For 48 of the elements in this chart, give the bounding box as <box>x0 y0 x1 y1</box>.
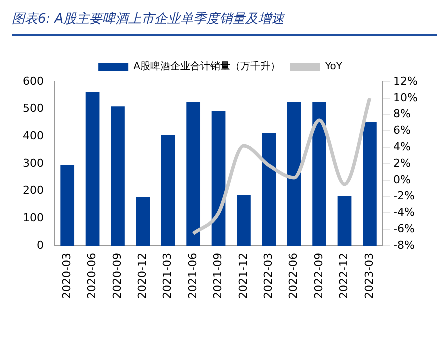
legend-label: A股啤酒企业合计销量（万千升） <box>134 60 280 73</box>
y-tick-label: 300 <box>22 156 44 170</box>
y2-tick-label: 0% <box>394 173 412 186</box>
y2-tick-label: -2% <box>394 190 415 203</box>
x-tick-label: 2022-09 <box>312 253 326 300</box>
bar <box>111 106 125 246</box>
bar <box>86 92 100 246</box>
x-tick-label: 2022-12 <box>338 253 351 300</box>
line-series <box>192 96 372 236</box>
x-tick-label: 2020-03 <box>60 253 74 300</box>
bar <box>212 112 226 246</box>
x-tick-label: 2022-06 <box>287 253 300 300</box>
y2-tick-label: 12% <box>394 74 418 88</box>
x-tick-label: 2020-09 <box>110 253 124 300</box>
bar <box>363 122 377 246</box>
legend-label: YoY <box>324 62 344 73</box>
y-tick-label: 0 <box>36 238 44 252</box>
bar <box>161 135 176 246</box>
x-tick-label: 2020-12 <box>136 253 150 300</box>
bar <box>312 102 326 246</box>
y-tick-label: 500 <box>22 102 44 116</box>
y2-tick-label: 8% <box>394 108 412 121</box>
y2-tick-label: -8% <box>394 238 415 252</box>
y2-tick-label: 2% <box>394 156 412 170</box>
x-tick-label: 2021-06 <box>186 253 200 300</box>
y-tick-label: 600 <box>22 74 44 88</box>
y-tick-label: 100 <box>22 212 44 225</box>
y2-tick-label: 6% <box>394 124 412 138</box>
y-tick-label: 400 <box>22 130 44 143</box>
x-tick-label: 2021-03 <box>161 253 174 300</box>
x-tick-label: 2020-06 <box>86 253 99 300</box>
x-tick-label: 2023-03 <box>362 253 376 300</box>
bar <box>186 102 201 246</box>
bar <box>60 165 75 246</box>
y2-tick-label: -6% <box>394 222 415 236</box>
bar <box>338 196 352 246</box>
y2-tick-label: -4% <box>394 206 415 220</box>
y-tick-label: 200 <box>22 184 44 198</box>
x-tick-label: 2022-03 <box>262 253 276 300</box>
bar <box>136 197 150 246</box>
y2-tick-label: 10% <box>394 91 418 104</box>
bar <box>287 102 302 246</box>
x-tick-label: 2021-12 <box>236 253 250 300</box>
bar <box>237 195 251 246</box>
bar <box>262 133 276 246</box>
y2-tick-label: 4% <box>394 140 412 154</box>
chart-title: 图表6: A股主要啤酒上市企业单季度销量及增速 <box>12 10 437 36</box>
x-tick-label: 2021-09 <box>212 253 225 300</box>
